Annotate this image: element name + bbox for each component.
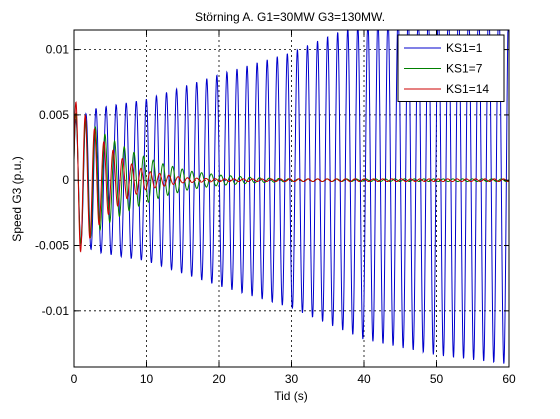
legend: KS1=1 KS1=7 KS1=14 (397, 34, 505, 102)
legend-label: KS1=7 (446, 62, 483, 76)
x-tick-label: 0 (71, 372, 78, 386)
x-tick-label: 10 (140, 372, 154, 386)
x-tick-label: 30 (285, 372, 299, 386)
x-axis-label: Tid (s) (274, 389, 308, 403)
legend-label: KS1=1 (446, 41, 483, 55)
series-line (73, 101, 510, 253)
y-tick-label: -0.01 (42, 304, 70, 318)
series-line (73, 29, 509, 364)
x-tick-label: 40 (357, 372, 371, 386)
y-tick-label: -0.005 (35, 239, 69, 253)
y-tick-label: 0.01 (46, 43, 70, 57)
y-tick-label: 0 (62, 173, 69, 187)
y-tick-label: 0.005 (39, 108, 69, 122)
chart-title: Störning A. G1=30MW G3=130MW. (195, 10, 385, 24)
x-tick-label: 60 (502, 372, 516, 386)
y-axis-label: Speed G3 (p.u.) (10, 156, 24, 241)
x-tick-label: 20 (212, 372, 226, 386)
axis-ticks: 0 10 20 30 40 50 60 -0.01 -0.005 0 0.005 0.01 (35, 30, 516, 386)
series-lines (73, 29, 510, 364)
legend-label: KS1=14 (446, 82, 489, 96)
x-tick-label: 50 (430, 372, 444, 386)
